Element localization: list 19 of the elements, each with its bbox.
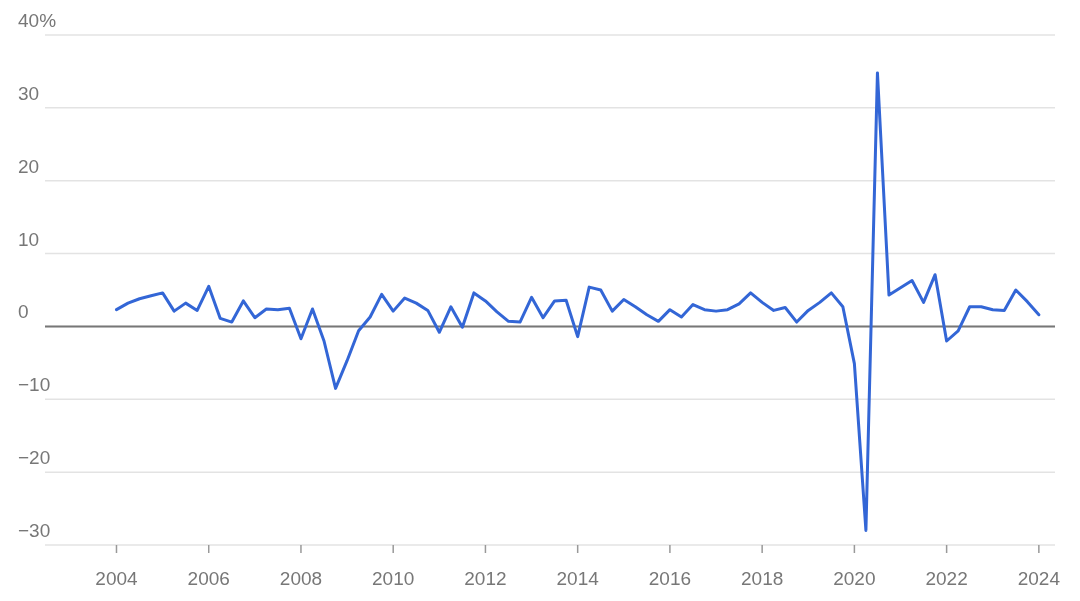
x-tick-label: 2012 (464, 568, 507, 589)
y-tick-label: 40% (18, 10, 57, 31)
x-tick-label: 2020 (833, 568, 876, 589)
x-tick-label: 2006 (187, 568, 230, 589)
x-tick-label: 2024 (1017, 568, 1061, 589)
x-tick-label: 2022 (925, 568, 968, 589)
x-tick-label: 2004 (95, 568, 139, 589)
x-tick-label: 2008 (279, 568, 323, 589)
x-tick-label: 2010 (372, 568, 415, 589)
x-tick-label: 2018 (741, 568, 784, 589)
y-tick-label: 0 (18, 301, 29, 323)
y-tick-label: −30 (18, 520, 51, 541)
y-tick-label: 30 (18, 82, 40, 104)
y-tick-label: 20 (18, 155, 40, 177)
y-tick-label: −20 (18, 447, 51, 469)
x-tick-label: 2014 (556, 568, 600, 589)
x-tick-label: 2016 (648, 568, 692, 589)
y-tick-label: −10 (18, 374, 51, 396)
y-tick-label: 10 (18, 228, 40, 250)
